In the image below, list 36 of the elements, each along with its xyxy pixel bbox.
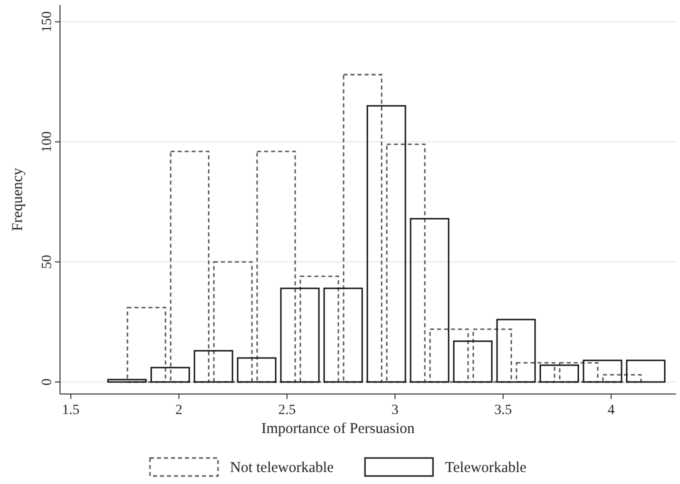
bar (213, 261, 253, 383)
y-axis-title: Frequency (10, 167, 26, 232)
bar (429, 328, 469, 383)
bar (472, 328, 512, 383)
bar (194, 350, 234, 383)
bar (150, 366, 190, 383)
y-tick-label: 0 (40, 378, 55, 386)
legend-label: Teleworkable (445, 460, 527, 476)
y-tick-label: 50 (40, 254, 55, 269)
bar (300, 276, 340, 383)
x-tick-label: 3 (392, 403, 399, 418)
bar (626, 360, 666, 383)
bar (107, 378, 147, 383)
x-tick-label: 2.5 (278, 403, 296, 418)
legend-label: Not teleworkable (230, 460, 334, 476)
x-tick-label: 4 (608, 403, 615, 418)
bar (323, 288, 363, 383)
bar (366, 105, 406, 383)
bar (170, 150, 210, 383)
bar (236, 357, 276, 383)
y-tick-label: 150 (40, 11, 55, 32)
bar (280, 288, 320, 383)
x-tick-label: 3.5 (494, 403, 512, 418)
bar (126, 306, 166, 383)
bar (342, 74, 382, 383)
x-tick-label: 1.5 (62, 403, 80, 418)
bar (496, 318, 536, 383)
bar (540, 364, 580, 383)
bar (453, 340, 493, 383)
x-tick-label: 2 (175, 403, 182, 418)
bar (582, 360, 622, 383)
x-axis-title: Importance of Persuasion (261, 421, 416, 437)
bar (386, 144, 426, 383)
bar (410, 218, 450, 383)
y-tick-label: 100 (40, 131, 55, 152)
bar (256, 150, 296, 383)
